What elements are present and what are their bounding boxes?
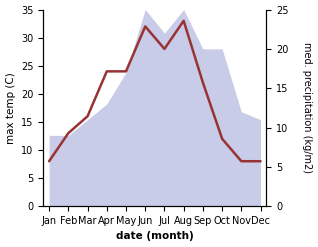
Y-axis label: med. precipitation (kg/m2): med. precipitation (kg/m2) — [302, 42, 313, 173]
X-axis label: date (month): date (month) — [116, 231, 194, 242]
Y-axis label: max temp (C): max temp (C) — [5, 72, 16, 144]
